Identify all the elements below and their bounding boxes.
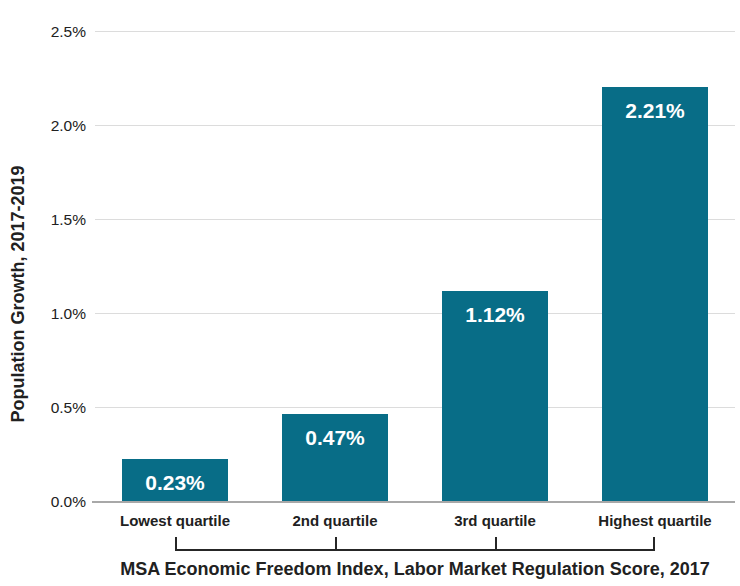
y-tick-label: 1.5% — [0, 212, 86, 228]
bar: 1.12% — [442, 291, 548, 502]
category-label: 2nd quartile — [255, 512, 415, 529]
bar: 2.21% — [602, 87, 708, 502]
x-axis-title: MSA Economic Freedom Index, Labor Market… — [95, 559, 735, 580]
bracket-tick — [335, 537, 337, 549]
bar-value-label: 0.47% — [282, 414, 388, 448]
category-label: 3rd quartile — [415, 512, 575, 529]
bar-value-label: 2.21% — [602, 87, 708, 121]
y-tick-label: 0.0% — [0, 494, 86, 510]
bar: 0.47% — [282, 414, 388, 502]
bar-value-label: 0.23% — [122, 459, 228, 493]
bar-value-label: 1.12% — [442, 291, 548, 325]
y-tick-label: 0.5% — [0, 400, 86, 416]
bracket-tick — [495, 537, 497, 549]
bracket-tick — [175, 537, 177, 549]
y-axis-tick-labels: 0.0%0.5%1.0%1.5%2.0%2.5% — [0, 32, 86, 502]
bar-chart: Population Growth, 2017-2019 0.0%0.5%1.0… — [0, 0, 740, 586]
bracket-tick — [653, 537, 655, 549]
x-axis-category-labels: Lowest quartile2nd quartile3rd quartileH… — [95, 512, 735, 534]
gridline — [95, 31, 735, 32]
y-tick-label: 2.5% — [0, 24, 86, 40]
category-label: Highest quartile — [575, 512, 735, 529]
y-tick-label: 2.0% — [0, 118, 86, 134]
category-group-bracket — [175, 537, 655, 551]
y-tick-label: 1.0% — [0, 306, 86, 322]
plot-area: 0.23% 0.47% 1.12% 2.21% — [95, 32, 735, 502]
x-axis-line — [92, 501, 735, 503]
category-label: Lowest quartile — [95, 512, 255, 529]
bar: 0.23% — [122, 459, 228, 502]
